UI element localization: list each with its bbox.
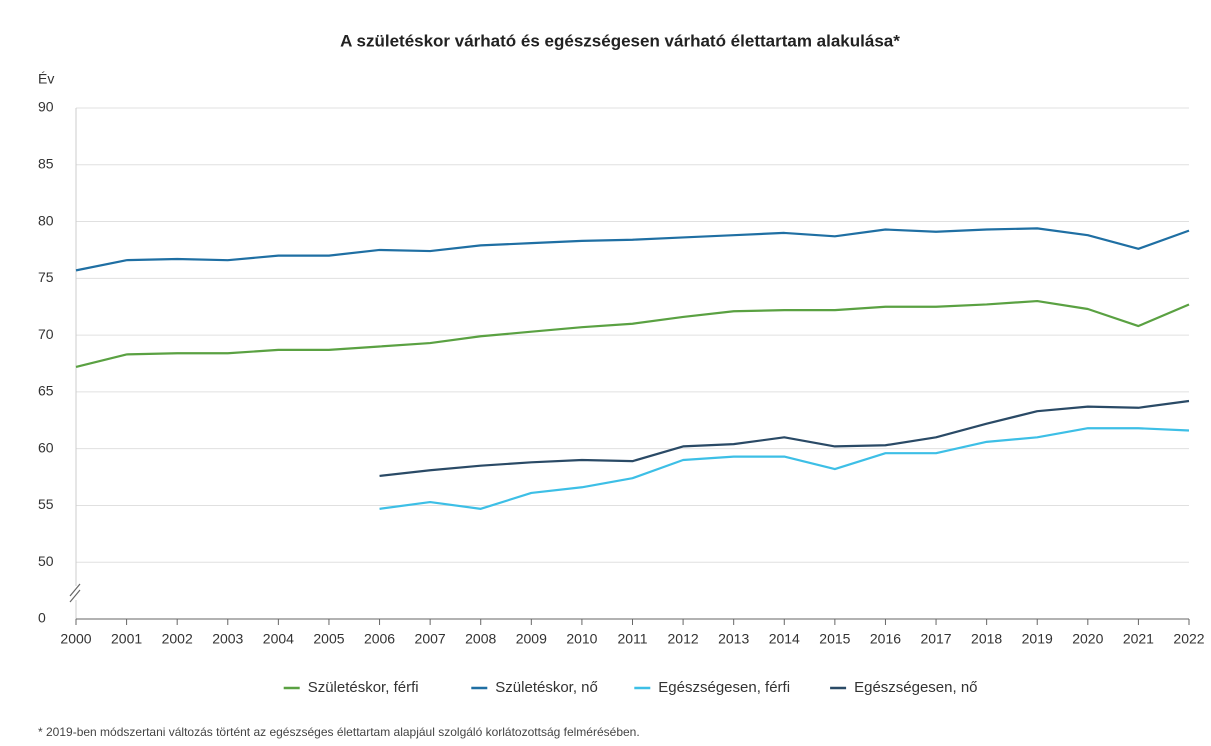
x-tick-label: 2014	[769, 631, 800, 647]
y-tick-label: 85	[38, 155, 54, 171]
legend-label: Születéskor, férfi	[308, 679, 419, 696]
x-tick-label: 2019	[1022, 631, 1053, 647]
legend-label: Születéskor, nő	[495, 679, 598, 696]
x-tick-label: 2021	[1123, 631, 1154, 647]
x-tick-label: 2009	[516, 631, 547, 647]
x-tick-label: 2002	[162, 631, 193, 647]
x-tick-label: 2013	[718, 631, 749, 647]
y-tick-label: 75	[38, 269, 54, 285]
y-axis-label: Év	[38, 71, 54, 87]
y-tick-label: 60	[38, 439, 54, 455]
axis-break	[66, 583, 86, 603]
x-tick-label: 2007	[415, 631, 446, 647]
x-tick-label: 2000	[60, 631, 91, 647]
x-tick-label: 2006	[364, 631, 395, 647]
legend-item: Egészségesen, nő	[830, 679, 978, 696]
x-tick-label: 2011	[617, 631, 647, 647]
x-tick-label: 2005	[313, 631, 344, 647]
legend-item: Egészségesen, férfi	[634, 679, 790, 696]
x-tick-label: 2015	[819, 631, 850, 647]
legend-item: Születéskor, nő	[471, 679, 598, 696]
x-tick-label: 2010	[566, 631, 597, 647]
x-tick-label: 2022	[1173, 631, 1204, 647]
y-tick-label: 90	[38, 99, 54, 115]
series-line	[75, 299, 1190, 368]
x-tick-label: 2016	[870, 631, 901, 647]
series-line	[75, 227, 1190, 272]
legend-label: Egészségesen, nő	[854, 679, 977, 696]
x-tick-label: 2018	[971, 631, 1002, 647]
break-slash	[69, 583, 81, 597]
legend-label: Egészségesen, férfi	[658, 679, 790, 696]
y-tick-label: 65	[38, 383, 54, 399]
footnote: * 2019-ben módszertani változás történt …	[38, 725, 640, 739]
break-gap	[66, 586, 86, 600]
x-tick-label: 2003	[212, 631, 243, 647]
y-tick-label: 50	[38, 553, 54, 569]
chart-title: A születéskor várható és egészségesen vá…	[340, 31, 900, 50]
y-tick-label: 55	[38, 496, 54, 512]
x-tick-label: 2004	[263, 631, 294, 647]
series-line	[379, 399, 1190, 478]
x-tick-label: 2020	[1072, 631, 1103, 647]
x-tick-label: 2017	[920, 631, 951, 647]
series-line	[379, 427, 1190, 510]
break-slash	[69, 589, 81, 603]
y-tick-label: 70	[38, 326, 54, 342]
y-tick-label: 0	[38, 610, 46, 626]
legend-item: Születéskor, férfi	[283, 679, 419, 696]
x-tick-label: 2001	[111, 631, 142, 647]
x-tick-label: 2012	[668, 631, 699, 647]
x-tick-label: 2008	[465, 631, 496, 647]
y-tick-label: 80	[38, 212, 54, 228]
